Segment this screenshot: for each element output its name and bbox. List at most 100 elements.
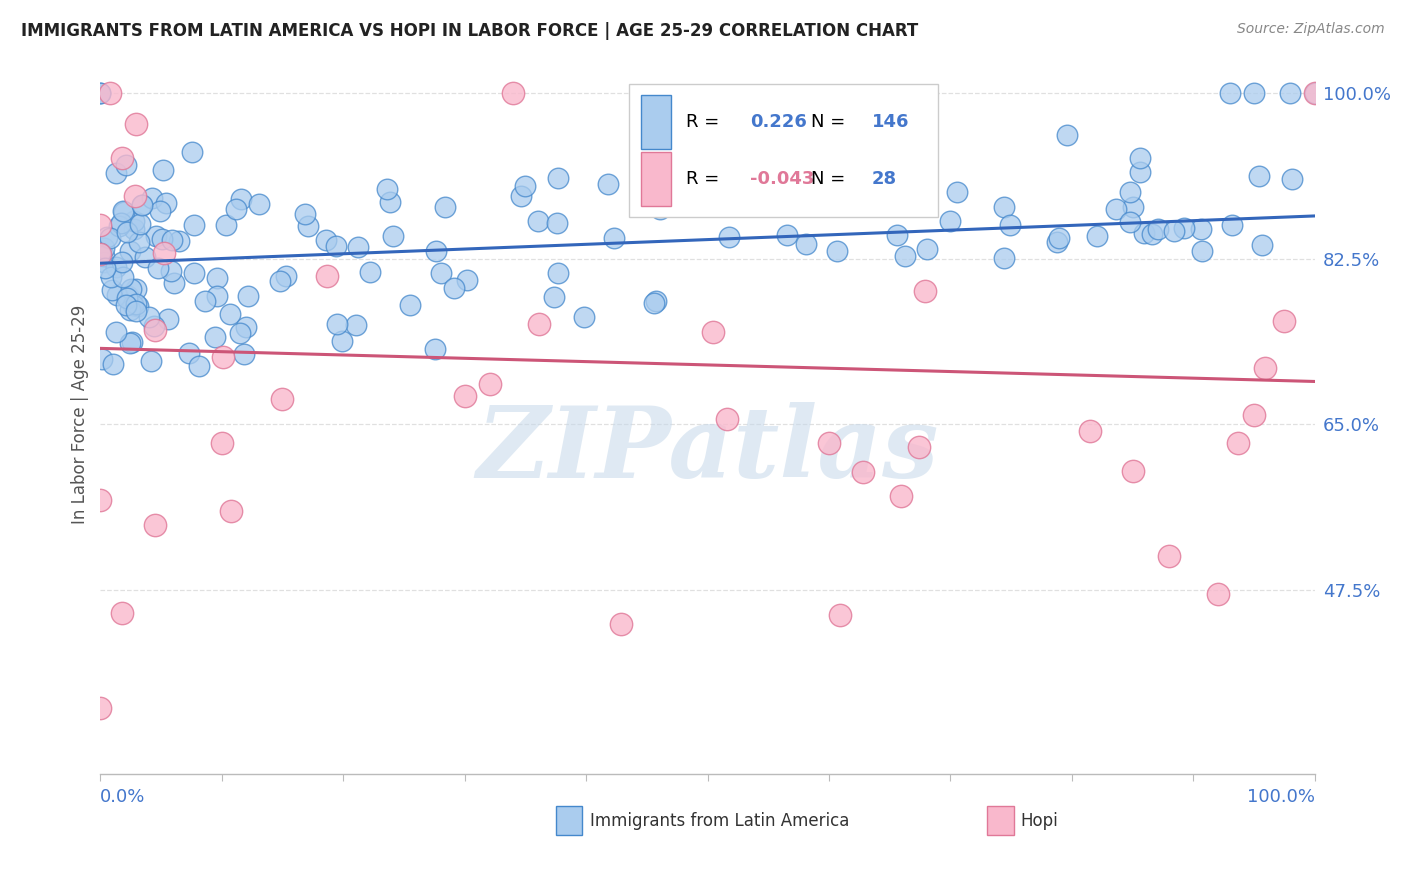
- Point: [1243, 86, 1265, 100]
- Text: 0.0%: 0.0%: [100, 789, 146, 806]
- Point: [117, 225, 139, 239]
- Point: [110, 216, 132, 230]
- Point: [247, 197, 270, 211]
- Point: [93, 241, 115, 255]
- Text: R =: R =: [686, 170, 718, 188]
- Point: [828, 607, 851, 622]
- Point: [152, 162, 174, 177]
- Point: [194, 294, 217, 309]
- Point: [456, 273, 478, 287]
- Point: [89, 247, 111, 261]
- Point: [993, 251, 1015, 265]
- Point: [111, 270, 134, 285]
- Point: [98, 86, 121, 100]
- Point: [1243, 408, 1265, 422]
- Point: [782, 198, 804, 212]
- FancyBboxPatch shape: [628, 84, 938, 217]
- Point: [89, 246, 111, 260]
- Point: [425, 244, 447, 259]
- Text: N =: N =: [811, 170, 845, 188]
- Point: [148, 260, 170, 275]
- Point: [269, 274, 291, 288]
- Point: [650, 202, 672, 216]
- Point: [125, 303, 148, 318]
- Point: [122, 298, 145, 312]
- Point: [180, 145, 202, 160]
- Point: [1281, 171, 1303, 186]
- Point: [433, 201, 456, 215]
- Point: [122, 221, 145, 235]
- Point: [893, 249, 915, 263]
- Point: [1206, 587, 1229, 601]
- Point: [138, 310, 160, 324]
- Point: [644, 293, 666, 308]
- Point: [315, 269, 337, 284]
- Point: [270, 392, 292, 406]
- Point: [453, 389, 475, 403]
- Text: 100.0%: 100.0%: [1247, 789, 1315, 806]
- Text: ZIPatlas: ZIPatlas: [477, 402, 939, 499]
- Text: 0.226: 0.226: [749, 112, 807, 130]
- Point: [735, 178, 758, 193]
- Point: [89, 86, 111, 100]
- Point: [1272, 314, 1295, 328]
- Point: [877, 159, 900, 173]
- Point: [513, 178, 536, 193]
- Point: [1085, 229, 1108, 244]
- Point: [118, 336, 141, 351]
- Point: [547, 171, 569, 186]
- Point: [380, 194, 402, 209]
- Point: [609, 617, 631, 632]
- Point: [347, 240, 370, 254]
- Point: [1105, 202, 1128, 216]
- Point: [1250, 238, 1272, 252]
- Point: [235, 320, 257, 334]
- Text: Immigrants from Latin America: Immigrants from Latin America: [589, 812, 849, 830]
- Point: [96, 230, 118, 244]
- Point: [907, 440, 929, 454]
- Point: [1303, 86, 1326, 100]
- Point: [546, 216, 568, 230]
- Point: [221, 504, 243, 518]
- Point: [131, 198, 153, 212]
- Point: [1219, 86, 1241, 100]
- Point: [502, 86, 524, 100]
- Point: [325, 317, 347, 331]
- Point: [215, 218, 238, 232]
- Point: [596, 177, 619, 191]
- Point: [150, 232, 173, 246]
- Point: [1119, 215, 1142, 229]
- Point: [572, 310, 595, 325]
- Text: Hopi: Hopi: [1021, 812, 1059, 830]
- Point: [89, 219, 111, 233]
- Point: [131, 198, 153, 212]
- Point: [177, 346, 200, 360]
- Point: [794, 237, 817, 252]
- Point: [232, 347, 254, 361]
- Point: [129, 217, 152, 231]
- Text: N =: N =: [811, 112, 845, 130]
- Text: -0.043: -0.043: [749, 170, 814, 188]
- Point: [1227, 436, 1250, 450]
- Point: [294, 207, 316, 221]
- Point: [90, 351, 112, 366]
- Point: [212, 350, 235, 364]
- Point: [643, 295, 665, 310]
- Point: [94, 260, 117, 275]
- Point: [1220, 218, 1243, 232]
- Point: [107, 219, 129, 234]
- Point: [143, 323, 166, 337]
- Point: [825, 244, 848, 258]
- Point: [1147, 221, 1170, 235]
- Point: [183, 266, 205, 280]
- Bar: [641, 95, 671, 149]
- Point: [163, 276, 186, 290]
- Point: [1056, 128, 1078, 142]
- Point: [219, 307, 242, 321]
- Point: [1303, 86, 1326, 100]
- Point: [125, 297, 148, 311]
- Point: [1118, 186, 1140, 200]
- Point: [105, 166, 128, 180]
- Point: [430, 266, 453, 280]
- Point: [187, 359, 209, 374]
